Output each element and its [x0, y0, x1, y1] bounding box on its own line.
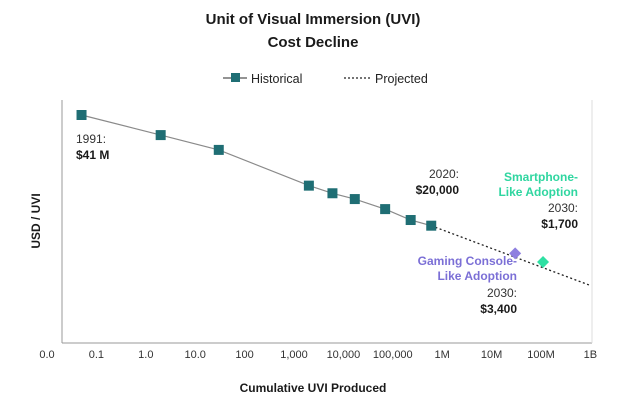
x-tick-label: 10,000	[327, 349, 361, 361]
annotation-gaming-value: $3,400	[480, 302, 517, 316]
x-tick-label: 1M	[435, 349, 450, 361]
historical-point	[405, 215, 416, 226]
x-tick-label: 10.0	[184, 349, 205, 361]
x-tick-label: 0.1	[89, 349, 104, 361]
historical-point	[327, 188, 338, 199]
x-tick-label: 100M	[527, 349, 555, 361]
x-tick-labels: 0.0 0.1 1.0 10.0 100 1,000 10,000 100,000 1M 10M 1…	[39, 349, 597, 361]
historical-point	[426, 220, 437, 231]
projected-series-line	[430, 225, 591, 287]
chart-title-line-1: Unit of Visual Immersion (UVI)	[206, 11, 421, 28]
gaming-console-projection-point	[509, 247, 522, 260]
historical-series-line	[81, 114, 432, 227]
annotation-2020-value: $20,000	[416, 183, 460, 197]
annotation-smartphone-value: $1,700	[541, 217, 578, 231]
x-tick-label: 10M	[481, 349, 502, 361]
historical-point	[213, 144, 224, 155]
x-axis-title: Cumulative UVI Produced	[240, 381, 387, 395]
annotation-smartphone-line-1: Smartphone-	[504, 170, 578, 184]
legend-historical-marker	[231, 73, 240, 82]
y-axis-title: USD / UVI	[29, 193, 43, 248]
annotations: 1991: $41 M 2020: $20,000 Smartphone- Li…	[76, 132, 578, 316]
x-tick-label: 1B	[584, 349, 597, 361]
x-tick-label: 1,000	[280, 349, 308, 361]
chart-title-line-2: Cost Decline	[268, 34, 359, 51]
smartphone-projection-point	[537, 256, 550, 268]
annotation-1991-year: 1991:	[76, 132, 106, 146]
historical-point	[349, 194, 360, 205]
legend-historical-label: Historical	[251, 72, 302, 86]
historical-point	[303, 180, 314, 191]
x-tick-label: 1.0	[138, 349, 153, 361]
legend-projected-label: Projected	[375, 72, 428, 86]
annotation-2020-year: 2020:	[429, 167, 459, 181]
annotation-smartphone-year: 2030:	[548, 201, 578, 215]
annotation-smartphone-line-2: Like Adoption	[498, 185, 578, 199]
legend: Historical Projected	[223, 72, 428, 86]
annotation-1991-value: $41 M	[76, 148, 109, 162]
series-layer	[76, 110, 591, 287]
x-tick-label: 100	[235, 349, 253, 361]
annotation-gaming-line-1: Gaming Console-	[418, 254, 517, 268]
historical-point	[76, 110, 87, 120]
x-tick-label: 0.0	[39, 349, 54, 361]
annotation-gaming-line-2: Like Adoption	[437, 269, 517, 283]
historical-point	[380, 204, 391, 215]
annotation-gaming-year: 2030:	[487, 286, 517, 300]
x-tick-label: 100,000	[373, 349, 413, 361]
historical-point	[155, 130, 166, 141]
